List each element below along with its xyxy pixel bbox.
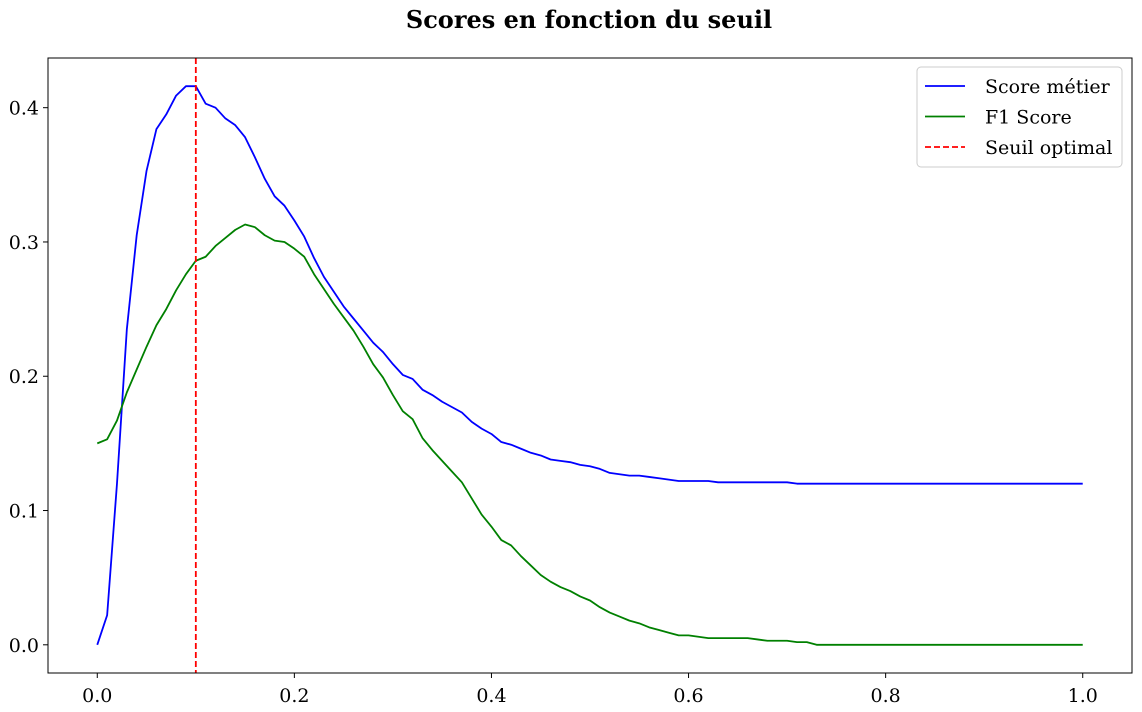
- legend-label: Seuil optimal: [985, 137, 1112, 159]
- y-tick-label: 0.4: [9, 98, 39, 120]
- series-line-0: [96, 85, 1083, 646]
- x-tick-label: 0.4: [476, 685, 506, 707]
- x-tick-label: 0.2: [279, 685, 309, 707]
- x-tick-label: 0.8: [871, 685, 901, 707]
- legend-box: [916, 66, 1123, 168]
- y-tick-label: 0.1: [9, 501, 39, 523]
- series-line-1: [96, 223, 1083, 646]
- y-tick-label: 0.0: [9, 635, 39, 657]
- x-tick-label: 0.0: [82, 685, 112, 707]
- chart-title: Scores en fonction du seuil: [406, 5, 772, 34]
- x-tick-label: 1.0: [1068, 685, 1098, 707]
- legend: Score métier F1 Score Seuil optimal: [916, 66, 1123, 168]
- legend-label: Score métier: [985, 76, 1111, 98]
- axes-frame: [47, 57, 1133, 674]
- legend-label: F1 Score: [985, 107, 1072, 129]
- x-tick-label: 0.6: [673, 685, 703, 707]
- y-tick-label: 0.3: [9, 232, 39, 254]
- x-axis: 0.0 0.2 0.4 0.6 0.8 1.0: [82, 673, 1098, 707]
- plot-area: [96, 58, 1083, 673]
- y-axis: 0.0 0.1 0.2 0.3 0.4: [9, 98, 48, 657]
- y-tick-label: 0.2: [9, 366, 39, 388]
